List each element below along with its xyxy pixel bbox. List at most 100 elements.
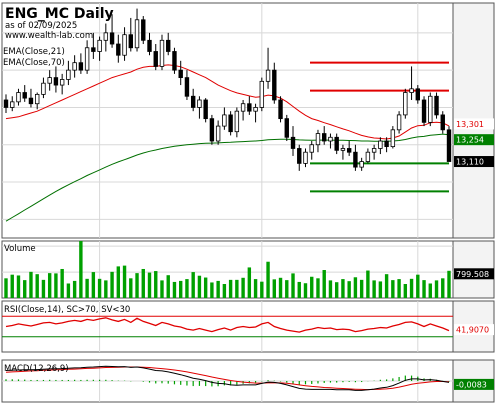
volume-last-value: 799.508 xyxy=(456,270,489,279)
candle-up xyxy=(259,80,265,108)
candle-up xyxy=(378,140,383,149)
candle-down xyxy=(421,99,427,123)
volume-bar xyxy=(104,280,108,298)
candle-down xyxy=(190,95,196,108)
volume-bar xyxy=(91,272,96,298)
last-value-tags: 13,301 13,254 13,110 799.508 41,9070 -0,0083 xyxy=(454,118,494,390)
candle-down xyxy=(172,51,177,71)
candle-down xyxy=(153,51,158,67)
candle-up xyxy=(390,129,396,148)
support-resistance-levels xyxy=(310,61,449,193)
candle-down xyxy=(178,69,183,79)
volume-bar xyxy=(428,283,432,298)
candle-down xyxy=(322,133,327,142)
candle-down xyxy=(272,69,277,101)
candle-up xyxy=(97,39,102,52)
candle-up xyxy=(409,88,414,93)
volume-bar xyxy=(278,277,283,298)
candle-up xyxy=(84,47,90,71)
volume-bar xyxy=(322,270,326,298)
as-of-date: as of 02/09/2025 xyxy=(5,21,77,31)
volume-bar xyxy=(122,265,127,298)
macd-signal-line xyxy=(5,366,450,391)
volume-bar xyxy=(235,279,239,298)
volume-bar xyxy=(253,279,258,298)
volume-bar xyxy=(110,271,114,298)
chart-title: ENG_MC Daily xyxy=(5,6,114,22)
candle-up xyxy=(34,93,40,105)
candle-down xyxy=(334,136,339,151)
rsi-line xyxy=(5,317,450,333)
volume-bar xyxy=(291,273,295,298)
candle-down xyxy=(78,62,84,71)
candle-up xyxy=(396,114,402,131)
candle-down xyxy=(284,118,289,138)
macd-last-value-bg xyxy=(454,378,494,390)
legend-ema-slow: EMA(Close,70) xyxy=(3,58,65,68)
candle-up xyxy=(197,99,202,108)
candle-down xyxy=(446,129,452,162)
volume-bar xyxy=(97,278,102,298)
candle-down xyxy=(290,136,296,149)
candle-up xyxy=(303,151,308,164)
volume-bar xyxy=(347,281,351,298)
candle-down xyxy=(415,88,421,101)
volume-bar xyxy=(179,280,183,298)
candle-up xyxy=(16,92,21,103)
volume-bar xyxy=(409,278,414,298)
candle-down xyxy=(440,114,445,131)
candle-up xyxy=(47,77,52,84)
candle-down xyxy=(22,92,27,99)
candle-down xyxy=(91,47,96,52)
candle-up xyxy=(240,103,246,112)
volume-bar xyxy=(353,277,358,298)
candle-down xyxy=(297,148,302,164)
volume-bar xyxy=(366,270,370,298)
candle-up xyxy=(309,144,314,153)
volume-bar xyxy=(54,273,58,298)
ema-slow-last-value: 13,254 xyxy=(456,136,484,145)
volume-bar xyxy=(160,280,164,298)
volume-bar xyxy=(16,275,21,298)
candle-up xyxy=(134,19,140,49)
candle-up xyxy=(253,107,258,112)
candle-up xyxy=(403,92,408,116)
volume-bar xyxy=(216,280,220,298)
macd-line xyxy=(5,365,450,391)
volume-bar xyxy=(328,280,333,298)
candle-up xyxy=(41,82,46,95)
candle-up xyxy=(59,79,65,86)
volume-bar xyxy=(303,283,308,298)
volume-bar xyxy=(23,280,27,298)
candle-up xyxy=(159,39,165,67)
website-watermark: www.wealth-lab.com xyxy=(5,31,93,41)
volume-bar xyxy=(391,280,395,298)
candle-down xyxy=(53,77,59,86)
candle-up xyxy=(234,110,240,133)
candle-up xyxy=(328,136,333,142)
candle-up xyxy=(72,62,77,71)
volume-bar xyxy=(447,270,451,298)
volume-bar xyxy=(4,278,8,298)
volume-bar xyxy=(29,271,33,298)
volume-bar xyxy=(434,280,439,298)
volume-bar xyxy=(384,274,389,298)
ema-lines xyxy=(5,64,450,222)
rsi-title: RSI(Close,14), SC>70, SV<30 xyxy=(4,305,130,315)
legend-ema-fast: EMA(Close,21) xyxy=(3,47,65,57)
candle-down xyxy=(434,95,439,116)
candle-up xyxy=(103,32,109,41)
price-candles xyxy=(3,8,452,171)
volume-bar xyxy=(79,241,83,298)
candle-down xyxy=(116,43,121,56)
volume-bar xyxy=(10,274,14,298)
candle-down xyxy=(109,32,115,45)
ema-slow-last-value-bg xyxy=(454,134,494,146)
volume-bar xyxy=(203,277,208,298)
rsi-last-value-bg xyxy=(454,324,494,336)
volume-bar xyxy=(228,279,233,298)
ema-fast-last-value: 13,301 xyxy=(456,120,484,129)
volume-bar xyxy=(129,278,133,298)
candle-up xyxy=(215,125,221,142)
volume-bar xyxy=(210,282,214,298)
